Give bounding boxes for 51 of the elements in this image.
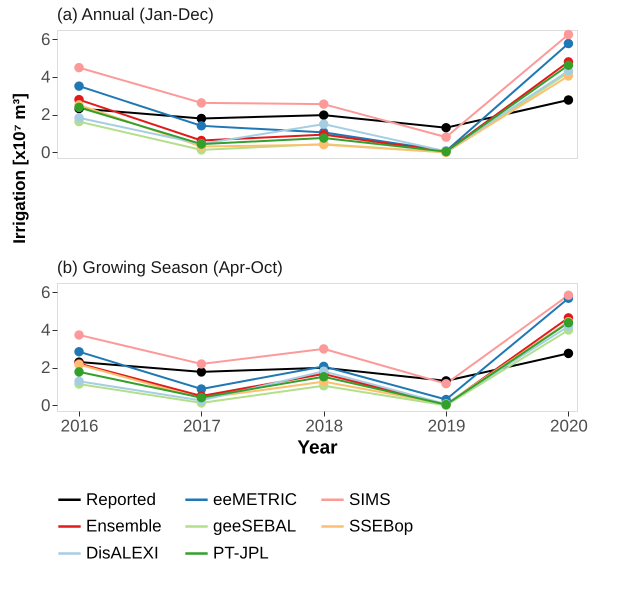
point <box>318 119 328 129</box>
point <box>74 113 84 123</box>
point <box>564 95 574 105</box>
point <box>318 344 328 354</box>
y-tick-label: 4 <box>41 68 50 87</box>
point <box>74 62 84 72</box>
y-tick-label: 2 <box>41 105 50 124</box>
y-tick-label: 6 <box>41 282 50 302</box>
legend-label: Ensemble <box>86 516 162 536</box>
legend-label: Reported <box>86 490 156 509</box>
x-tick-label: 2017 <box>182 416 221 436</box>
x-tick-label: 2019 <box>428 416 466 436</box>
legend-label: SIMS <box>349 490 391 509</box>
point <box>318 99 328 109</box>
y-tick-label: 0 <box>41 396 50 415</box>
point <box>196 121 206 131</box>
legend-label: geeSEBAL <box>213 516 296 536</box>
point <box>564 38 574 48</box>
x-axis-title: Year <box>297 438 338 458</box>
legend-label: DisALEXI <box>86 544 159 562</box>
point <box>74 376 84 386</box>
point <box>196 367 206 377</box>
point <box>74 346 84 356</box>
y-tick-label: 6 <box>41 30 50 49</box>
point <box>196 98 206 108</box>
y-tick-label: 0 <box>41 142 50 162</box>
point <box>441 122 451 132</box>
x-tick-label: 2020 <box>550 416 588 436</box>
point <box>441 378 451 388</box>
x-tick-label: 2018 <box>305 416 344 436</box>
legend-label: PT-JPL <box>213 544 269 562</box>
point <box>564 348 574 358</box>
y-tick-label: 4 <box>41 320 50 340</box>
x-tick-label: 2016 <box>60 416 98 436</box>
point <box>564 290 574 300</box>
point <box>318 133 328 143</box>
point <box>74 330 84 340</box>
point <box>74 81 84 91</box>
chart-title: (b) Growing Season (Apr-Oct) <box>57 258 283 277</box>
legend-label: SSEBop <box>349 516 414 536</box>
point <box>318 110 328 120</box>
point <box>564 60 574 70</box>
point <box>564 30 574 40</box>
y-tick-label: 2 <box>41 358 50 378</box>
point <box>318 372 328 382</box>
point <box>196 359 206 369</box>
y-axis-title: Irrigation [x10⁷ m³] <box>10 93 30 244</box>
point <box>74 367 84 377</box>
point <box>441 132 451 142</box>
chart-title: (a) Annual (Jan-Dec) <box>57 4 214 24</box>
legend-label: eeMETRIC <box>213 490 298 509</box>
